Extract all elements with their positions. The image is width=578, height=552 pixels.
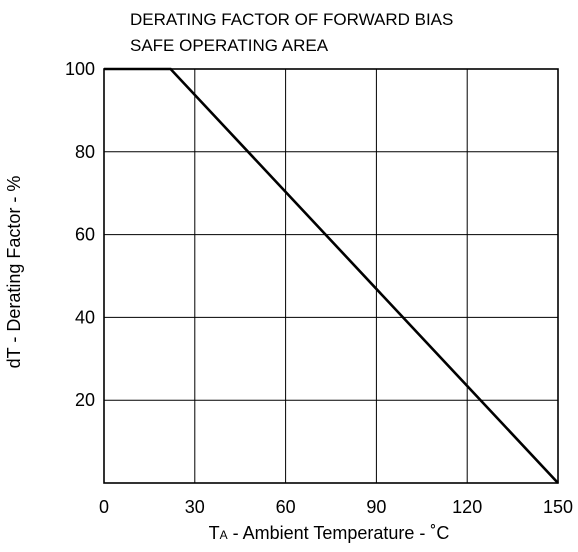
y-axis-label: dT - Derating Factor - % [4,176,24,369]
x-tick-label: 30 [185,497,205,517]
x-axis-label-rest: - Ambient Temperature - ˚C [228,523,450,543]
y-tick-label: 20 [75,390,95,410]
x-axis-label: TA - Ambient Temperature - ˚C [209,523,450,543]
x-tick-label: 90 [366,497,386,517]
y-tick-label: 80 [75,142,95,162]
x-tick-label: 120 [452,497,482,517]
chart-title-line-2: SAFE OPERATING AREA [130,36,329,55]
x-tick-label: 150 [543,497,573,517]
x-tick-label: 60 [276,497,296,517]
plot-frame [103,68,559,484]
grid-lines [104,69,558,483]
x-tick-label: 0 [99,497,109,517]
x-axis-label-main: T [209,523,220,543]
derating-curve [104,67,559,484]
y-tick-label: 100 [65,59,95,79]
y-tick-label: 40 [75,307,95,327]
series-layer [104,67,559,484]
y-tick-label: 60 [75,225,95,245]
plot-border [103,68,559,484]
tick-labels: 0 30 60 90 120 150 20 40 60 80 100 [65,59,573,517]
chart-title-line-1: DERATING FACTOR OF FORWARD BIAS [130,10,453,29]
x-axis-label-subscript: A [220,528,228,542]
